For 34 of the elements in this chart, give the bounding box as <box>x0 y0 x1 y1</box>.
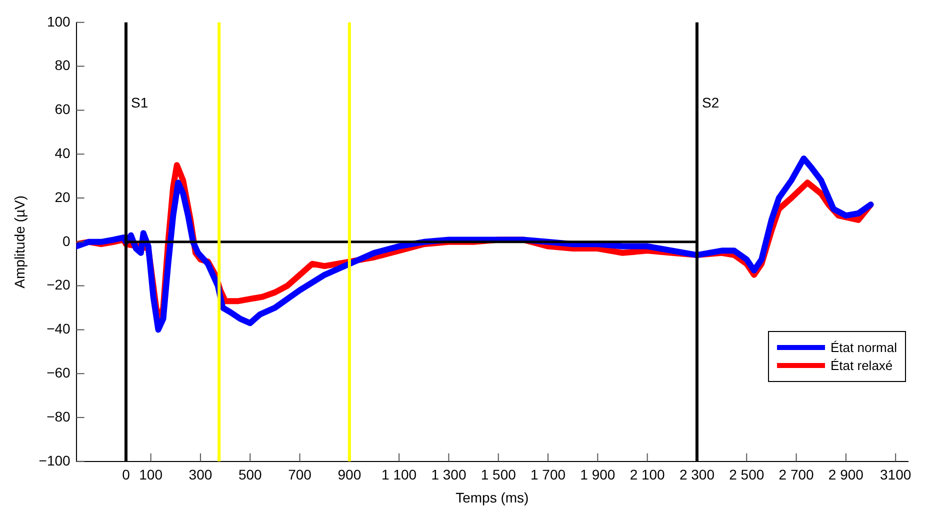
x-tick-label: 1 700 <box>530 466 566 483</box>
ref-line-label: S1 <box>130 94 148 110</box>
x-tick-label: 2 300 <box>679 466 715 483</box>
x-tick-label: 300 <box>188 466 212 483</box>
x-tick-label: 900 <box>338 466 362 483</box>
y-tick-label: 0 <box>62 232 71 249</box>
x-tick-label: 0 <box>122 466 130 483</box>
y-axis-title: Amplitude (µV) <box>11 195 28 288</box>
x-tick-label: 3100 <box>880 466 912 483</box>
y-tick-label: −100 <box>38 452 71 468</box>
legend-label: État normal <box>830 340 897 355</box>
x-tick-label: 1 500 <box>480 466 516 483</box>
x-tick-label: 2 500 <box>729 466 764 483</box>
x-tick-label: 700 <box>288 466 312 483</box>
y-tick-label: 20 <box>54 188 71 205</box>
y-tick-label: 40 <box>54 144 71 161</box>
x-tick-label: 1 300 <box>431 466 466 483</box>
x-tick-label: 2 900 <box>828 466 864 483</box>
x-tick-label: 100 <box>139 466 163 483</box>
x-tick-label: 1 900 <box>580 466 616 483</box>
y-tick-label: 100 <box>46 13 71 30</box>
x-tick-label: 2 100 <box>630 466 666 483</box>
y-tick-label: −40 <box>46 320 71 337</box>
x-tick-label: 2 700 <box>778 466 814 483</box>
legend-label: État relaxé <box>830 358 893 373</box>
y-tick-label: 80 <box>54 57 71 74</box>
x-tick-label: 1 100 <box>382 466 417 483</box>
ref-line-label: S2 <box>702 94 720 110</box>
y-tick-label: −60 <box>46 364 71 380</box>
y-tick-label: −20 <box>46 276 71 293</box>
y-tick-label: −80 <box>46 408 71 424</box>
y-tick-label: 60 <box>54 101 71 118</box>
x-axis-title: Temps (ms) <box>456 489 529 506</box>
x-tick-label: 500 <box>238 466 262 483</box>
